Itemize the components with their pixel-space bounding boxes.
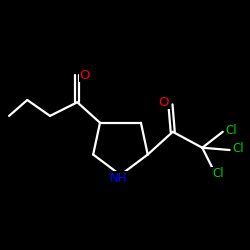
Text: O: O (158, 96, 169, 109)
Text: NH: NH (110, 172, 127, 185)
Text: Cl: Cl (226, 124, 237, 137)
Text: Cl: Cl (212, 167, 224, 180)
Text: O: O (79, 68, 90, 82)
Text: Cl: Cl (232, 142, 244, 155)
